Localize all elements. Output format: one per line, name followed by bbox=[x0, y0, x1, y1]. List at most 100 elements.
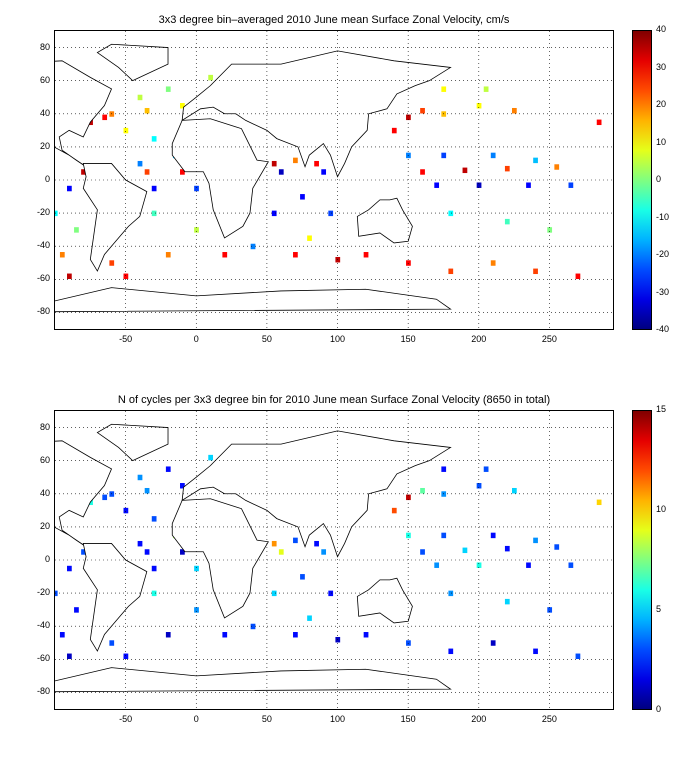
data-bin bbox=[151, 210, 157, 217]
x-tick-label: 150 bbox=[400, 334, 416, 344]
y-tick-label: -60 bbox=[36, 273, 50, 284]
data-bin bbox=[144, 487, 150, 494]
data-bin bbox=[406, 114, 411, 121]
data-bin bbox=[391, 507, 397, 514]
data-bin bbox=[420, 169, 425, 175]
coastline bbox=[82, 543, 148, 652]
data-bin bbox=[151, 516, 157, 522]
x-tick-label: 100 bbox=[330, 334, 346, 344]
data-bin bbox=[165, 252, 171, 258]
chart-title: 3x3 degree bin–averaged 2010 June mean S… bbox=[158, 14, 510, 26]
data-bin bbox=[123, 127, 129, 134]
data-bin bbox=[554, 164, 560, 170]
data-bin bbox=[194, 185, 199, 192]
coastline bbox=[96, 43, 169, 82]
velocity-chart-panel: 3x3 degree bin–averaged 2010 June mean S… bbox=[36, 14, 692, 344]
coastline bbox=[55, 287, 452, 313]
data-bin bbox=[300, 574, 305, 580]
data-bin bbox=[476, 483, 482, 489]
data-bin bbox=[74, 607, 79, 613]
data-bin bbox=[109, 260, 115, 266]
data-bin bbox=[208, 74, 214, 81]
data-bin bbox=[250, 623, 256, 630]
data-bin bbox=[448, 590, 454, 597]
data-bin bbox=[391, 127, 397, 134]
data-bin bbox=[165, 86, 171, 92]
coastline bbox=[356, 577, 413, 624]
x-tick-label: 150 bbox=[400, 714, 416, 724]
data-bin bbox=[67, 653, 72, 660]
data-bin bbox=[328, 210, 334, 217]
data-bin bbox=[448, 268, 454, 275]
data-bin bbox=[483, 466, 489, 472]
velocity-heatmap bbox=[55, 31, 613, 329]
colorbar-tick-label: 5 bbox=[656, 604, 662, 614]
x-tick-label: 200 bbox=[471, 334, 487, 344]
colorbar-tick-labels: 15 10 5 0 bbox=[652, 404, 692, 714]
data-bin bbox=[568, 562, 574, 568]
data-bin bbox=[596, 119, 602, 126]
y-tick-label: 20 bbox=[39, 140, 50, 151]
colorbar-tick-label: 10 bbox=[656, 504, 667, 514]
data-bin bbox=[194, 227, 199, 233]
data-bin bbox=[476, 103, 482, 109]
data-bin bbox=[208, 454, 214, 461]
colorbar-tick-labels: 40 30 20 10 0 -10 -20 -30 -40 bbox=[652, 24, 692, 334]
colorbar-tick-label: -10 bbox=[656, 211, 670, 222]
y-tick-label: -20 bbox=[36, 587, 50, 598]
data-bin bbox=[504, 218, 510, 225]
data-bin bbox=[293, 537, 298, 544]
y-tick-label: -20 bbox=[36, 207, 50, 218]
coastline bbox=[82, 163, 148, 272]
x-tick-label: 100 bbox=[330, 714, 346, 724]
data-bin bbox=[406, 494, 411, 501]
colorbar bbox=[632, 410, 652, 710]
data-bin bbox=[293, 157, 298, 164]
data-bin bbox=[151, 565, 157, 572]
y-tick-label: 60 bbox=[39, 454, 50, 465]
data-bin bbox=[328, 590, 334, 597]
data-bin bbox=[504, 545, 510, 552]
data-bin bbox=[434, 182, 440, 188]
data-bin bbox=[74, 227, 79, 233]
data-bin bbox=[526, 562, 531, 568]
data-bin bbox=[526, 182, 531, 188]
data-bin bbox=[55, 590, 58, 597]
x-tick-label: 50 bbox=[261, 334, 272, 344]
data-bin bbox=[222, 632, 228, 638]
data-bin bbox=[307, 615, 312, 621]
data-bin bbox=[441, 532, 447, 539]
data-bin bbox=[67, 185, 72, 192]
colorbar-tick-label: 30 bbox=[656, 61, 667, 72]
data-bin bbox=[547, 607, 553, 613]
data-bin bbox=[596, 499, 602, 506]
data-bin bbox=[420, 107, 425, 114]
data-bin bbox=[165, 632, 171, 638]
data-bin bbox=[441, 466, 447, 472]
coastline bbox=[356, 197, 413, 244]
data-bin bbox=[151, 590, 157, 597]
data-bin bbox=[476, 562, 482, 568]
data-bin bbox=[144, 549, 150, 555]
data-bin bbox=[271, 160, 277, 167]
data-bin bbox=[533, 537, 538, 544]
y-tick-label: 40 bbox=[39, 487, 50, 498]
data-bin bbox=[575, 653, 581, 660]
x-tick-label: 50 bbox=[261, 714, 272, 724]
colorbar-tick-label: -30 bbox=[656, 286, 670, 297]
colorbar-tick-label: 15 bbox=[656, 404, 667, 414]
colorbar-tick-label: 20 bbox=[656, 99, 667, 109]
data-bin bbox=[67, 273, 72, 280]
colorbar-tick-label: 10 bbox=[656, 136, 667, 147]
map-axes bbox=[54, 30, 614, 330]
coastline bbox=[96, 423, 169, 462]
x-tick-label: 200 bbox=[471, 714, 487, 724]
data-bin bbox=[490, 532, 496, 539]
data-bin bbox=[533, 268, 538, 275]
data-bin bbox=[81, 549, 86, 555]
y-tick-label: -40 bbox=[36, 620, 50, 631]
data-bin bbox=[307, 235, 312, 241]
data-bin bbox=[314, 540, 319, 547]
data-bin bbox=[434, 562, 440, 568]
data-bin bbox=[420, 487, 425, 494]
